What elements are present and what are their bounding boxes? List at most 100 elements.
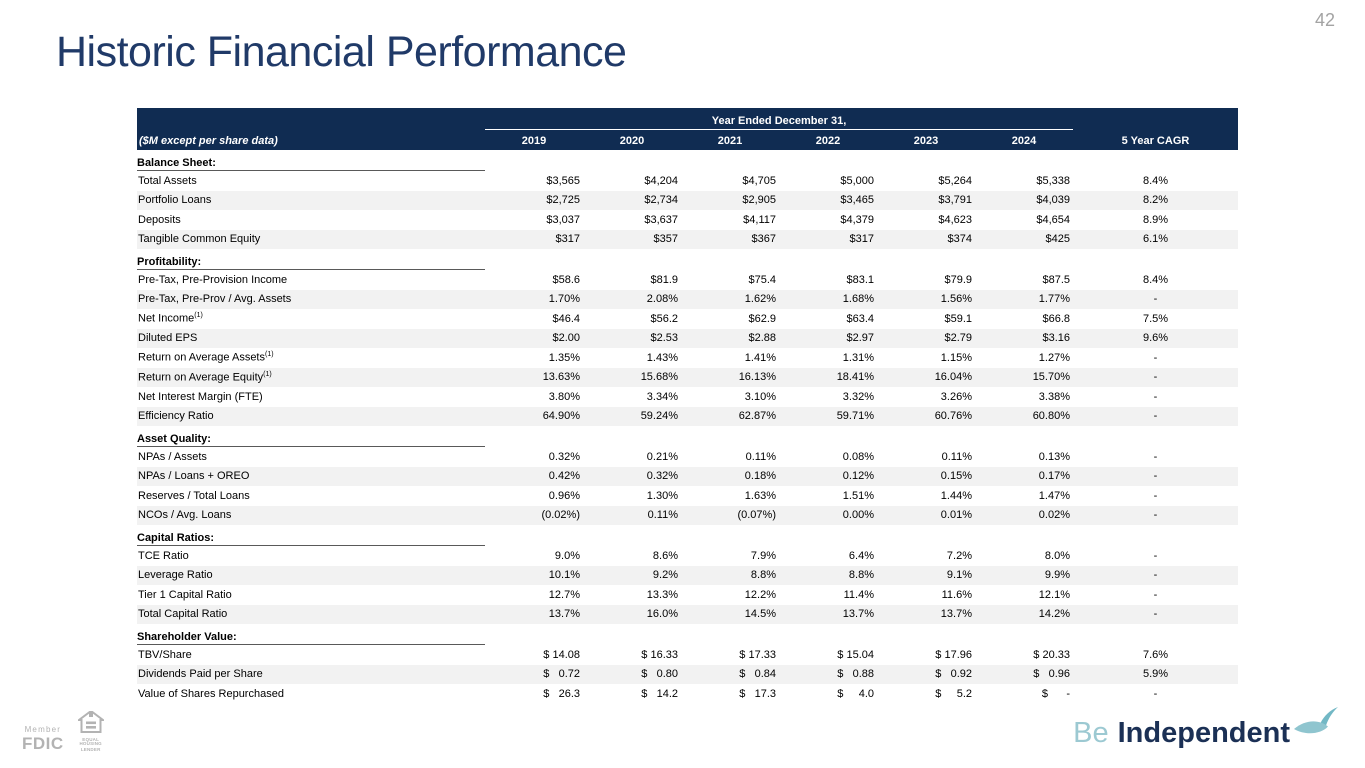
- cell-value: 0.01%: [940, 509, 972, 522]
- cell-value: $ 20.33: [1033, 648, 1070, 661]
- footnote-marker: (1): [263, 370, 272, 378]
- cell-value: 59.71%: [836, 410, 874, 423]
- year-header: 2023: [913, 135, 939, 147]
- section-header-row: Profitability:: [137, 249, 1238, 270]
- bird-icon: [1294, 707, 1338, 734]
- cagr-value: 5.9%: [1142, 668, 1169, 681]
- cell-value: 9.1%: [946, 569, 972, 582]
- cell-value: 11.4%: [843, 588, 874, 601]
- cell-value: $ 26.3: [543, 687, 580, 700]
- cell-value: 60.76%: [934, 410, 972, 423]
- brand-be: Be: [1073, 716, 1109, 749]
- year-header: 2024: [1011, 135, 1037, 147]
- table-row: Return on Average Assets(1) 1.35% 1.43% 1.4…: [137, 348, 1238, 368]
- table-row: Dividends Paid per Share $ 0.72 $ 0.80 $ 0.…: [137, 664, 1238, 684]
- table-row: Tangible Common Equity $317 $357 $367 $317 $3…: [137, 229, 1238, 249]
- cagr-value: -: [1153, 569, 1158, 582]
- section-header-row: Asset Quality:: [137, 426, 1238, 447]
- cell-value: 12.2%: [744, 588, 776, 601]
- row-label: Leverage Ratio: [138, 569, 213, 582]
- section-title: Profitability:: [137, 256, 485, 270]
- row-label: Deposits: [138, 213, 181, 226]
- table-row: Total Capital Ratio 13.7% 16.0% 14.5% 13.7% 1…: [137, 604, 1238, 624]
- table-row: Total Assets $3,565 $4,204 $4,705 $5,000 $5,2…: [137, 171, 1238, 191]
- cell-value: $4,705: [742, 174, 776, 187]
- cell-value: 6.4%: [848, 549, 874, 562]
- cell-value: $3,465: [840, 194, 874, 207]
- cell-value: $4,117: [743, 213, 776, 226]
- cell-value: 13.63%: [542, 371, 580, 384]
- cell-value: $ 0.80: [641, 668, 678, 681]
- cell-value: $66.8: [1042, 312, 1070, 325]
- cell-value: $317: [555, 233, 580, 246]
- cell-value: $ 0.88: [837, 668, 874, 681]
- ehl-label-line2: LENDER: [80, 746, 101, 752]
- cell-value: 0.32%: [548, 450, 580, 463]
- cell-value: $ 15.04: [837, 648, 874, 661]
- table-row: TBV/Share $ 14.08 $ 16.33 $ 17.33 $ 15.04 $ 1…: [137, 645, 1238, 665]
- cell-value: $58.6: [552, 273, 580, 286]
- cell-value: 7.9%: [750, 549, 776, 562]
- table-row: NPAs / Loans + OREO 0.42% 0.32% 0.18% 0.12% 0…: [137, 466, 1238, 486]
- cell-value: $2,734: [644, 194, 678, 207]
- table-row: TCE Ratio 9.0% 8.6% 7.9% 6.4% 7.2% 8.0% -: [137, 546, 1238, 566]
- cell-value: $ -: [1041, 687, 1070, 700]
- cell-value: 0.13%: [1038, 450, 1070, 463]
- row-label: Efficiency Ratio: [138, 410, 214, 423]
- cell-value: 13.7%: [940, 608, 972, 621]
- cell-value: $317: [849, 233, 874, 246]
- cell-value: $3,565: [546, 174, 580, 187]
- cell-value: 1.63%: [744, 489, 776, 502]
- cagr-header: 5 Year CAGR: [1121, 135, 1190, 147]
- cell-value: 8.0%: [1044, 549, 1070, 562]
- cell-value: $46.4: [552, 312, 580, 325]
- cell-value: 9.0%: [554, 549, 580, 562]
- section-title: Shareholder Value:: [137, 631, 485, 645]
- cell-value: 0.21%: [646, 450, 678, 463]
- row-label: Diluted EPS: [138, 332, 198, 345]
- page-title: Historic Financial Performance: [56, 28, 627, 76]
- cell-value: 7.2%: [946, 549, 972, 562]
- year-header: 2020: [619, 135, 645, 147]
- cell-value: $ 16.33: [641, 648, 678, 661]
- cell-value: (0.07%): [737, 509, 776, 522]
- table-row: Return on Average Equity(1) 13.63% 15.68% 1…: [137, 367, 1238, 387]
- cell-value: 1.51%: [842, 489, 874, 502]
- cell-value: $3,791: [938, 194, 972, 207]
- cell-value: 3.32%: [842, 390, 874, 403]
- cell-value: 1.27%: [1038, 351, 1070, 364]
- cell-value: 13.7%: [548, 608, 580, 621]
- row-label: Return on Average Assets(1): [138, 351, 274, 365]
- cell-value: $ 0.96: [1033, 668, 1070, 681]
- section-title: Balance Sheet:: [137, 157, 485, 171]
- cagr-value: -: [1153, 410, 1158, 423]
- cell-value: 0.11%: [941, 450, 972, 463]
- table-row: Leverage Ratio 10.1% 9.2% 8.8% 8.8% 9.1% 9.9% -: [137, 565, 1238, 585]
- cell-value: $ 14.08: [543, 648, 580, 661]
- section-header-row: Shareholder Value:: [137, 624, 1238, 645]
- cell-value: $59.1: [944, 312, 972, 325]
- cell-value: 14.5%: [744, 608, 776, 621]
- cell-value: $ 0.84: [739, 668, 776, 681]
- row-label: Pre-Tax, Pre-Provision Income: [138, 273, 288, 286]
- cell-value: 12.7%: [548, 588, 580, 601]
- cell-value: 0.11%: [647, 509, 678, 522]
- member-fdic-logo: Member FDIC: [22, 726, 64, 753]
- cell-value: 13.7%: [842, 608, 874, 621]
- section-header-row: Capital Ratios:: [137, 525, 1238, 546]
- cell-value: 1.56%: [940, 293, 972, 306]
- cell-value: $56.2: [650, 312, 678, 325]
- cagr-value: -: [1153, 351, 1158, 364]
- table-header-span-row: Year Ended December 31,: [137, 108, 1238, 130]
- equal-housing-lender-logo: EQUAL HOUSING LENDER: [74, 709, 108, 753]
- table-row: Value of Shares Repurchased $ 26.3 $ 14.2 $…: [137, 684, 1238, 704]
- cell-value: 14.2%: [1038, 608, 1070, 621]
- cell-value: $2.00: [552, 332, 580, 345]
- row-label: TCE Ratio: [138, 549, 189, 562]
- cell-value: 16.13%: [738, 371, 776, 384]
- cell-value: 1.77%: [1038, 293, 1070, 306]
- cell-value: $3,637: [644, 213, 678, 226]
- brand-independent: Independent: [1117, 716, 1290, 749]
- cell-value: $374: [947, 233, 972, 246]
- cell-value: 1.31%: [842, 351, 874, 364]
